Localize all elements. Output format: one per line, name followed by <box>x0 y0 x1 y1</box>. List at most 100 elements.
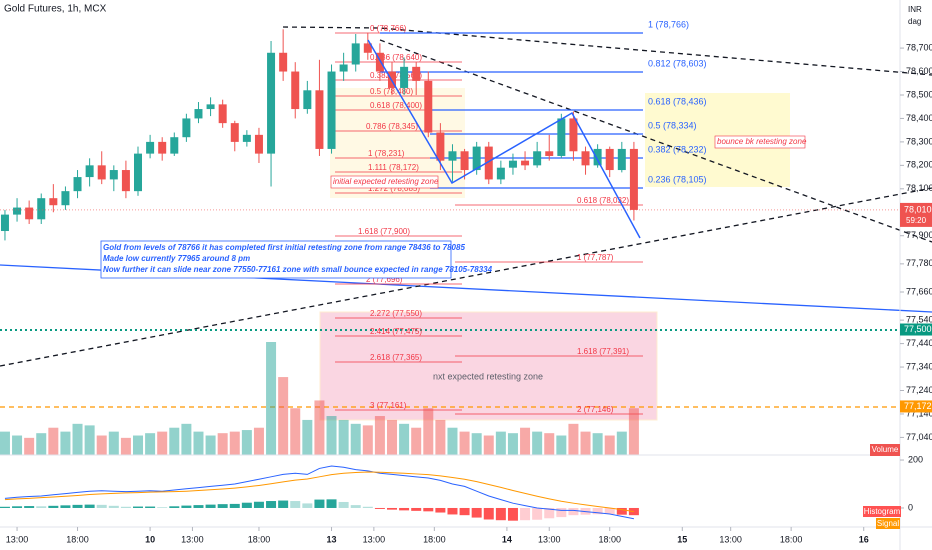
volume-bar <box>532 431 543 455</box>
candle-body <box>170 137 179 154</box>
x-tick-label: 18:00 <box>248 534 271 544</box>
y-tick-label: 77,900 <box>906 230 932 240</box>
candle-body <box>545 151 554 156</box>
macd-histogram-bar <box>253 501 264 508</box>
volume-bar <box>423 408 434 455</box>
note-box <box>714 135 806 149</box>
volume-bar <box>326 416 337 455</box>
macd-histogram-bar <box>120 506 131 508</box>
candle-body <box>496 167 505 180</box>
volume-bar <box>217 433 228 455</box>
analysis-note: Gold from levels of 78766 it has complet… <box>103 243 465 252</box>
candle-body <box>73 177 82 192</box>
fib-label: 2 (77,146) <box>577 405 614 414</box>
candle-body <box>593 148 602 166</box>
macd-histogram-bar <box>157 507 168 508</box>
volume-bar <box>205 435 216 455</box>
macd-histogram-bar <box>423 507 434 512</box>
volume-bar <box>483 435 494 455</box>
candle-body <box>508 160 517 168</box>
candle-body <box>424 80 433 133</box>
volume-bar <box>544 433 555 455</box>
fib-label: 0.618 (78,436) <box>648 96 707 106</box>
volume-bar <box>435 419 446 455</box>
last-price-box <box>900 202 932 227</box>
analysis-note: Made low currently 77965 around 8 pm <box>103 254 250 263</box>
volume-bar <box>338 419 349 455</box>
macd-histogram-bar <box>278 500 289 508</box>
volume-bar <box>314 400 325 455</box>
y-tick-label: 77,140 <box>906 408 932 418</box>
macd-histogram-bar <box>411 507 422 511</box>
macd-histogram-bar <box>616 507 627 515</box>
macd-histogram-bar <box>48 505 59 508</box>
candle-body <box>49 198 58 206</box>
candle-body <box>230 123 239 142</box>
trend-line <box>379 39 932 243</box>
volume-bar <box>568 423 579 455</box>
candle-body <box>436 132 445 161</box>
fib-label: 0.236 (78,105) <box>648 174 707 184</box>
macd-histogram-bar <box>229 503 240 508</box>
x-tick-label: 18:00 <box>780 534 803 544</box>
candle-body <box>605 148 614 171</box>
y-tick-label: 78,200 <box>906 160 932 170</box>
last-price-label: 78,010 <box>904 204 932 214</box>
y-tick-label: 77,540 <box>906 315 932 325</box>
macd-histogram-bar <box>604 507 615 514</box>
unit: dag <box>908 17 921 26</box>
hist-label-box <box>863 506 901 517</box>
volume-bar <box>266 342 277 455</box>
volume-label: Volume <box>872 445 899 454</box>
fib-label: 2.618 (77,365) <box>370 353 422 362</box>
candle-body <box>315 90 324 149</box>
macd-histogram-bar <box>181 505 192 508</box>
volume-bar <box>507 433 518 455</box>
volume-bar <box>169 427 180 455</box>
macd-histogram-bar <box>399 507 410 511</box>
fib-label: 2 (77,696) <box>366 275 403 284</box>
volume-bar <box>0 431 10 455</box>
hist-label: Histogram <box>864 507 901 516</box>
volume-bar <box>290 408 301 455</box>
macd-histogram-bar <box>507 507 518 521</box>
volume-bar <box>387 419 398 455</box>
volume-bar <box>471 433 482 455</box>
candle-body <box>158 141 167 154</box>
candle-body <box>351 43 360 65</box>
fib-label: 0.812 (78,603) <box>648 58 707 68</box>
fib-label: 2.414 (77,475) <box>370 327 422 336</box>
macd-histogram-bar <box>133 506 144 508</box>
x-tick-label: 13 <box>327 534 337 544</box>
volume-label-box <box>870 444 900 456</box>
y-tick-label: 78,700 <box>906 42 932 52</box>
candle-body <box>375 52 384 72</box>
macd-histogram-bar <box>193 505 204 508</box>
note-box <box>100 240 452 279</box>
volume-bar <box>399 423 410 455</box>
fib-label: 0.618 (78,400) <box>370 101 422 110</box>
macd-histogram-bar <box>12 506 23 508</box>
volume-bar <box>628 408 639 455</box>
candle-body <box>557 118 566 156</box>
volume-bar <box>72 423 83 455</box>
macd-histogram-bar <box>387 507 398 510</box>
fib-label: 1 (78,766) <box>648 19 689 29</box>
x-tick-label: 13:00 <box>181 534 204 544</box>
macd-histogram-bar <box>471 507 482 518</box>
fib-label: 0.236 (78,640) <box>370 53 422 62</box>
signal-label-box <box>876 518 900 529</box>
macd-histogram-bar <box>72 504 83 508</box>
fib-label: 1.618 (77,391) <box>577 347 629 356</box>
y-tick-label: 77,040 <box>906 432 932 442</box>
fib-label: 1.618 (77,900) <box>358 227 410 236</box>
macd-histogram-bar <box>628 507 639 516</box>
volume-bar <box>84 425 95 455</box>
candle-body <box>0 214 9 232</box>
macd-histogram-bar <box>338 501 349 508</box>
macd-histogram-bar <box>483 507 494 520</box>
candle-body <box>134 153 143 192</box>
level-label: 77,500 <box>904 324 932 334</box>
volume-bar <box>592 433 603 455</box>
candle-body <box>279 52 288 72</box>
